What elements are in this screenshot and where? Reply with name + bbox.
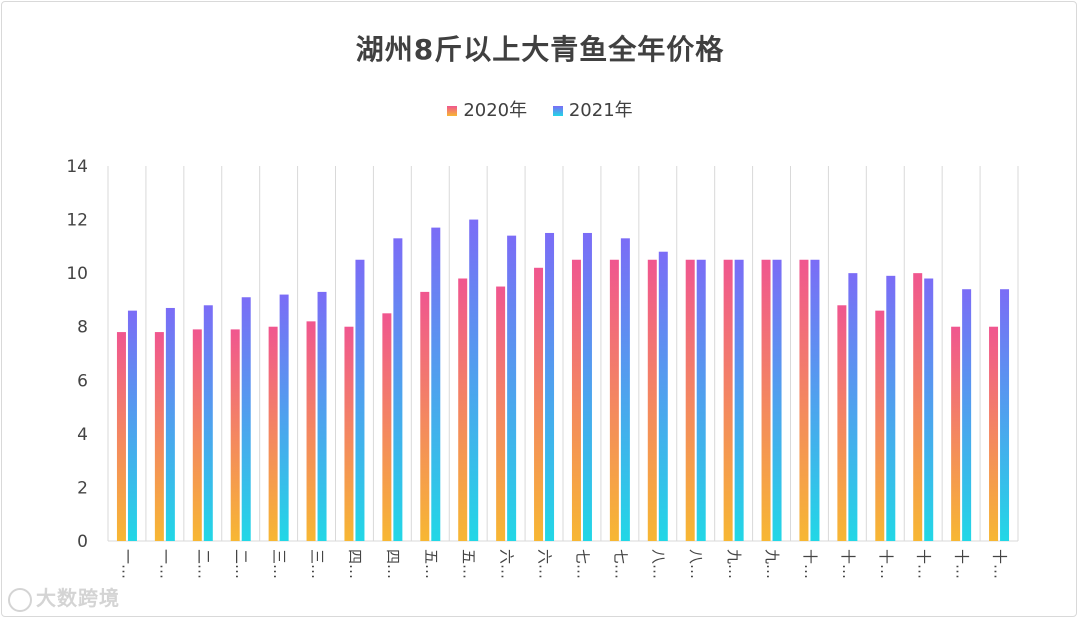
bar-2020年 [382,313,392,541]
bar-2020年 [875,310,885,541]
bar-2020年 [837,305,847,541]
legend-swatch-2020 [447,106,458,116]
legend-item-2020[interactable]: 2020年 [447,96,527,122]
bar-2020年 [913,273,923,541]
x-tick-label: 十… [839,549,857,579]
bars [116,219,1010,542]
bar-2020年 [230,329,240,541]
y-axis: 0 2 4 6 8 10 12 14 [66,157,88,552]
bar-2020年 [344,326,354,541]
bar-2021年 [127,310,137,541]
y-tick-label: 8 [77,318,88,338]
legend-label-2020: 2020年 [463,100,528,121]
x-axis: 一… 一… 二… 二… 三… 三… 四… 四… 五… 五… 六… 六… 七… 七… 八… 八… 九… 九… 十… 十…… [118,549,1008,579]
y-tick-label: 12 [66,211,88,231]
bar-2020年 [306,321,316,541]
x-tick-label: 十… [991,549,1009,579]
x-tick-label: 十… [953,549,971,579]
bar-2021年 [696,259,706,541]
bar-2021年 [620,238,630,542]
x-tick-label: 十… [801,549,819,579]
y-tick-label: 10 [66,264,88,284]
bar-2021年 [279,294,289,541]
bar-2020年 [685,259,695,541]
x-tick-label: 九… [763,549,781,579]
chart-title: 湖州8斤以上大青鱼全年价格 [355,33,725,66]
bar-2021年 [469,219,479,542]
bar-2021年 [582,232,592,541]
bar-2020年 [571,259,581,541]
bar-2021年 [810,259,820,541]
watermark-text: 大数跨境 [36,586,120,610]
bar-2021年 [545,232,555,541]
x-tick-label: 五… [460,549,478,579]
bar-2020年 [420,291,430,541]
x-tick-label: 三… [270,549,288,579]
y-tick-label: 14 [66,157,88,177]
bar-2020年 [951,326,961,541]
bar-2021年 [165,307,175,541]
y-tick-label: 0 [77,532,88,552]
bar-2020年 [647,259,657,541]
legend-item-2021[interactable]: 2021年 [552,96,633,122]
bar-2021年 [962,289,972,541]
watermark: 大数跨境 [8,582,120,612]
bar-2021年 [355,259,365,541]
x-tick-label: 三… [308,549,326,579]
x-tick-label: 八… [649,549,667,579]
x-tick-label: 五… [422,549,440,579]
x-tick-label: 一… [118,549,136,579]
x-tick-label: 七… [611,549,629,579]
bar-2020年 [534,267,544,541]
bar-2020年 [609,259,619,541]
x-tick-label: 九… [725,549,743,579]
bar-2021年 [241,297,251,541]
x-tick-label: 十… [877,549,895,579]
bar-2021年 [924,278,934,541]
bar-2020年 [496,286,506,541]
x-tick-label: 四… [384,549,402,579]
bar-2021年 [393,238,403,542]
bar-2021年 [772,259,782,541]
bar-2020年 [761,259,771,541]
brand-logo-icon [8,587,32,612]
bar-2021年 [848,273,858,541]
x-tick-label: 一… [156,549,174,579]
bar-2020年 [799,259,809,541]
bar-2020年 [154,332,164,541]
x-tick-label: 八… [687,549,705,579]
y-tick-label: 4 [77,425,88,445]
bar-2020年 [458,278,468,541]
bar-2021年 [317,291,327,541]
bar-2020年 [723,259,733,541]
bar-2021年 [203,305,213,541]
legend: 2020年 2021年 [0,96,1080,122]
bar-2020年 [192,329,202,541]
bar-2021年 [507,235,517,541]
y-tick-label: 6 [77,371,88,391]
x-tick-label: 七… [573,549,591,579]
bar-2020年 [268,326,278,541]
grid-lines [107,166,1019,542]
x-tick-label: 六… [498,549,516,579]
x-tick-label: 二… [194,549,212,579]
x-tick-label: 二… [232,549,250,579]
bar-2021年 [431,227,441,541]
bar-2021年 [658,251,668,541]
x-tick-label: 四… [346,549,364,579]
legend-label-2021: 2021年 [568,100,633,121]
bar-2020年 [116,332,126,541]
bar-2021年 [734,259,744,541]
legend-swatch-2021 [552,106,563,116]
bar-2020年 [989,326,999,541]
x-tick-label: 十… [915,549,933,579]
x-tick-label: 六… [536,549,554,579]
bar-2021年 [1000,289,1010,541]
y-tick-label: 2 [77,478,88,498]
bar-2021年 [886,275,896,541]
